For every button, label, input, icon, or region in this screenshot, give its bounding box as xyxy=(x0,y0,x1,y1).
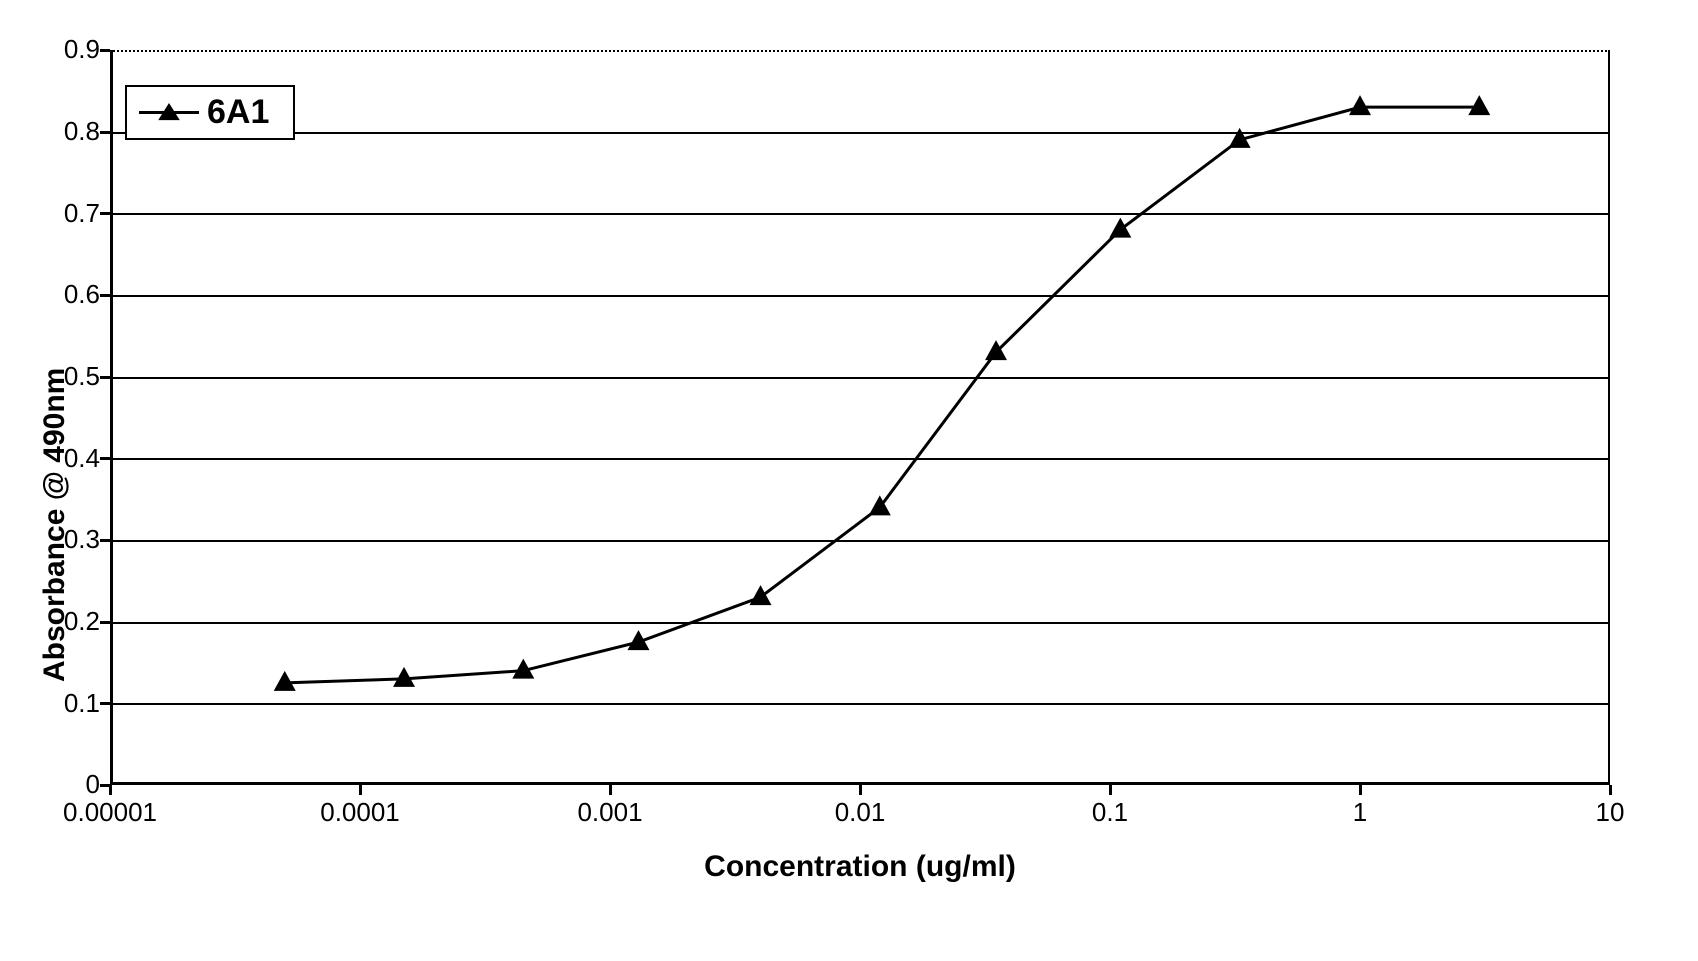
y-tick-mark xyxy=(100,212,110,215)
x-tick-mark xyxy=(859,785,862,795)
y-tick-label: 0.7 xyxy=(45,198,100,229)
data-point-marker xyxy=(1468,95,1490,115)
x-tick-mark xyxy=(1109,785,1112,795)
y-tick-label: 0.5 xyxy=(45,361,100,392)
x-tick-label: 0.00001 xyxy=(63,797,157,828)
y-tick-mark xyxy=(100,621,110,624)
y-tick-label: 0.8 xyxy=(45,116,100,147)
y-tick-mark xyxy=(100,376,110,379)
y-tick-mark xyxy=(100,49,110,52)
y-tick-mark xyxy=(100,131,110,134)
y-tick-label: 0.1 xyxy=(45,688,100,719)
data-point-marker xyxy=(750,585,772,605)
y-gridline xyxy=(110,622,1610,624)
x-tick-label: 0.1 xyxy=(1092,797,1128,828)
y-tick-label: 0.4 xyxy=(45,443,100,474)
y-gridline xyxy=(110,213,1610,215)
x-tick-label: 1 xyxy=(1353,797,1367,828)
legend: 6A1 xyxy=(125,85,295,140)
legend-series-label: 6A1 xyxy=(207,93,269,132)
plot-area xyxy=(110,50,1610,785)
y-gridline xyxy=(110,295,1610,297)
chart-container: Absorbance @ 490nm Concentration (ug/ml)… xyxy=(0,0,1698,961)
legend-series-line xyxy=(139,111,199,114)
y-gridline xyxy=(110,132,1610,134)
y-tick-label: 0.6 xyxy=(45,279,100,310)
x-tick-mark xyxy=(109,785,112,795)
data-point-marker xyxy=(274,671,296,691)
x-tick-mark xyxy=(1609,785,1612,795)
y-tick-label: 0.2 xyxy=(45,606,100,637)
series-layer xyxy=(110,50,1610,785)
x-tick-label: 10 xyxy=(1596,797,1625,828)
y-tick-mark xyxy=(100,702,110,705)
y-tick-mark xyxy=(100,457,110,460)
y-gridline xyxy=(110,540,1610,542)
x-tick-label: 0.0001 xyxy=(320,797,400,828)
x-tick-mark xyxy=(1359,785,1362,795)
x-tick-label: 0.01 xyxy=(835,797,886,828)
y-gridline xyxy=(110,703,1610,705)
triangle-icon xyxy=(158,102,180,124)
y-gridline xyxy=(110,377,1610,379)
x-tick-mark xyxy=(609,785,612,795)
y-tick-label: 0.3 xyxy=(45,524,100,555)
y-tick-mark xyxy=(100,539,110,542)
x-tick-mark xyxy=(359,785,362,795)
x-axis-title: Concentration (ug/ml) xyxy=(110,850,1610,884)
data-point-marker xyxy=(1109,218,1131,238)
y-tick-label: 0 xyxy=(45,769,100,800)
data-point-marker xyxy=(1349,95,1371,115)
series-line xyxy=(285,107,1480,683)
y-gridline xyxy=(110,458,1610,460)
x-tick-label: 0.001 xyxy=(577,797,642,828)
y-tick-label: 0.9 xyxy=(45,34,100,65)
y-tick-mark xyxy=(100,294,110,297)
